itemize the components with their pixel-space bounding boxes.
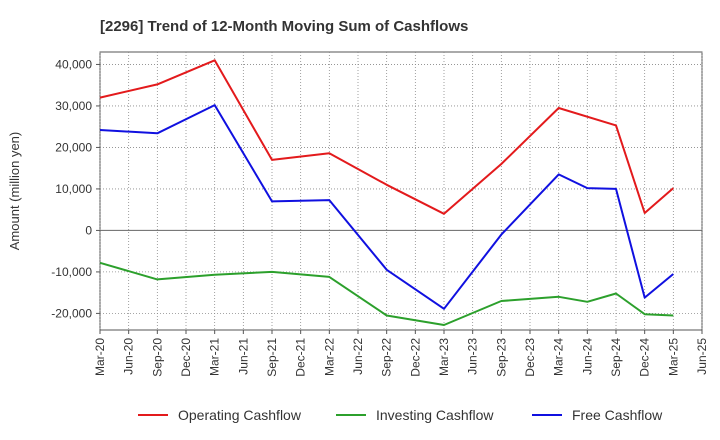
x-tick-label: Mar-23 (437, 338, 451, 376)
x-tick-label: Mar-22 (322, 338, 336, 376)
legend-item: Free Cashflow (532, 407, 663, 423)
legend-label: Free Cashflow (572, 407, 663, 423)
legend-label: Operating Cashflow (178, 407, 302, 423)
x-tick-label: Dec-21 (294, 338, 308, 377)
free-cashflow-line (99, 104, 674, 310)
x-tick-label: Mar-21 (208, 338, 222, 376)
y-tick-label: 30,000 (55, 99, 92, 113)
x-tick-label: Jun-24 (580, 338, 594, 375)
investing-cashflow-line (99, 261, 674, 326)
y-tick-label: 40,000 (55, 57, 92, 71)
y-tick-label: 20,000 (55, 140, 92, 154)
y-axis-label: Amount (million yen) (7, 132, 22, 251)
y-tick-label: 0 (85, 223, 92, 237)
y-tick-label: -20,000 (51, 306, 92, 320)
x-tick-label: Sep-24 (609, 338, 623, 377)
x-tick-label: Jun-25 (695, 338, 709, 375)
x-tick-label: Jun-20 (122, 338, 136, 375)
y-tick-label: 10,000 (55, 182, 92, 196)
x-tick-label: Jun-21 (236, 338, 250, 375)
x-tick-label: Dec-23 (523, 338, 537, 377)
legend-label: Investing Cashflow (376, 407, 494, 423)
x-tick-label: Sep-22 (380, 338, 394, 377)
x-tick-label: Dec-24 (638, 338, 652, 377)
series-lines (99, 59, 674, 326)
y-tick-label: -10,000 (51, 265, 92, 279)
x-tick-label: Jun-23 (466, 338, 480, 375)
legend: Operating Cashflow Investing Cashflow Free… (138, 407, 663, 423)
chart-title: [2296] Trend of 12-Month Moving Sum of C… (100, 18, 468, 35)
x-tick-label: Jun-22 (351, 338, 365, 375)
x-tick-label: Sep-23 (494, 338, 508, 377)
x-tick-label: Sep-21 (265, 338, 279, 377)
x-tick-label: Dec-20 (179, 338, 193, 377)
x-axis-ticks: Mar-20 Jun-20 Sep-20 Dec-20 Mar-21 Jun-21 Sep-… (93, 330, 709, 377)
x-tick-label: Mar-20 (93, 338, 107, 376)
y-axis-ticks: -20,000 -10,000 0 10,000 20,000 30,000 40,000 (51, 57, 100, 320)
x-tick-label: Sep-20 (150, 338, 164, 377)
x-tick-label: Dec-22 (408, 338, 422, 377)
x-tick-label: Mar-24 (552, 338, 566, 376)
legend-item: Investing Cashflow (336, 407, 494, 423)
legend-item: Operating Cashflow (138, 407, 302, 423)
operating-cashflow-line (99, 59, 674, 215)
x-tick-label: Mar-25 (666, 338, 680, 376)
